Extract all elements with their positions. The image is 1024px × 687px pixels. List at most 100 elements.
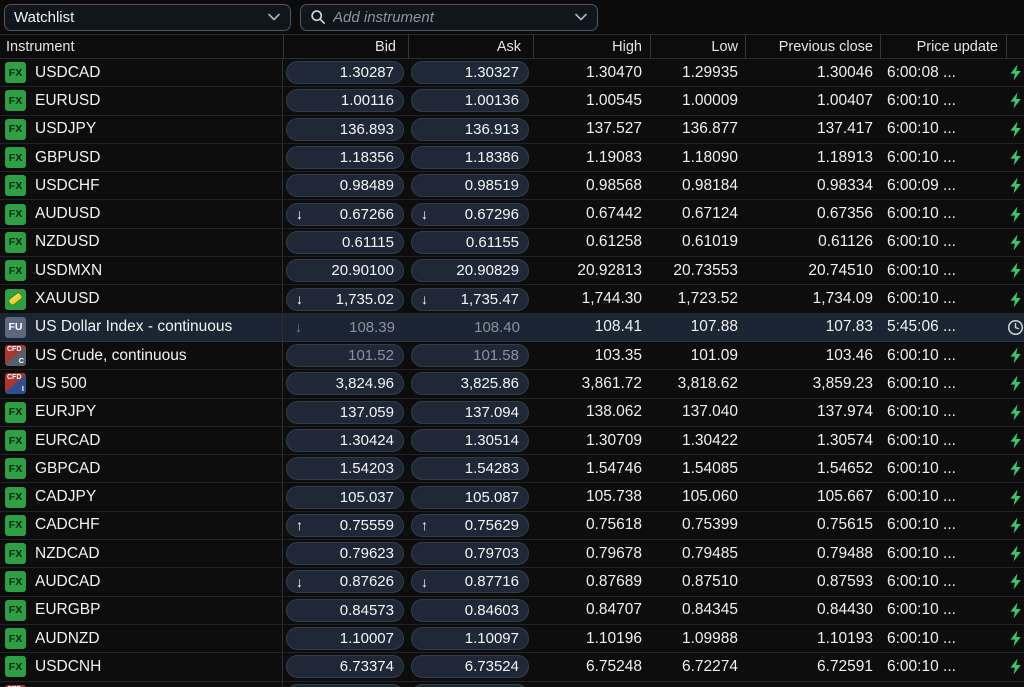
bid-button[interactable]: 137.059	[286, 401, 404, 424]
watchlist-row[interactable]: FXUSDMXN20.9010020.9082920.9281320.73553…	[0, 257, 1024, 285]
bid-button[interactable]: ↓0.87626	[286, 570, 404, 593]
ask-button[interactable]: 6.73524	[411, 655, 529, 678]
ask-value: 1.10097	[465, 630, 519, 647]
price-update-cell: 6:00:10 ...	[880, 483, 1006, 510]
ask-button[interactable]: 20.90829	[411, 259, 529, 282]
watchlist-row[interactable]: FXUSDCHF0.984890.985190.985680.981840.98…	[0, 172, 1024, 200]
ask-button[interactable]: 0.79703	[411, 542, 529, 565]
watchlist-row[interactable]: FXUSDCAD1.302871.303271.304701.299351.30…	[0, 59, 1024, 87]
low-cell: 0.79485	[650, 540, 745, 567]
bid-button[interactable]: ↑0.75559	[286, 514, 404, 537]
bid-button[interactable]: 0.79623	[286, 542, 404, 565]
bid-button[interactable]: 1.30287	[286, 61, 404, 84]
price-update-cell: 6:00:10 ...	[880, 229, 1006, 256]
low-cell: 105.060	[650, 483, 745, 510]
column-header-instrument[interactable]: Instrument	[0, 35, 283, 58]
column-header-price-update[interactable]: Price update	[880, 35, 1006, 58]
watchlist-row[interactable]: FXEURGBP0.845730.846030.847070.843450.84…	[0, 597, 1024, 625]
bid-cell: 136.893	[283, 116, 408, 143]
bid-button[interactable]: 105.037	[286, 486, 404, 509]
ask-button[interactable]: 1.10097	[411, 627, 529, 650]
watchlist-row[interactable]: FXEURCAD1.304241.305141.307091.304221.30…	[0, 427, 1024, 455]
ask-button[interactable]: ↓1,735.47	[411, 288, 529, 311]
add-instrument-search[interactable]	[300, 4, 598, 31]
watchlist-row[interactable]: FXEURJPY137.059137.094138.062137.040137.…	[0, 399, 1024, 427]
column-header-ask[interactable]: Ask	[408, 35, 533, 58]
watchlist-row[interactable]: FXNZDCAD0.796230.797030.796780.794850.79…	[0, 540, 1024, 568]
bid-button[interactable]: 1.18356	[286, 146, 404, 169]
watchlist-row[interactable]: FUUS Dollar Index - continuous↓108.39108…	[0, 314, 1024, 342]
lightning-icon	[1008, 545, 1023, 562]
low-cell: 107.88	[650, 314, 745, 341]
table-header: Instrument Bid Ask High Low Previous clo…	[0, 34, 1024, 59]
ask-button[interactable]: 3,825.86	[411, 372, 529, 395]
bid-button[interactable]: 0.61115	[286, 231, 404, 254]
bid-button[interactable]: 0.84573	[286, 599, 404, 622]
watchlist-row[interactable]: FXGBPUSD1.183561.183861.190831.180901.18…	[0, 144, 1024, 172]
column-header-low[interactable]: Low	[650, 35, 745, 58]
ask-button[interactable]: ↓0.67296	[411, 203, 529, 226]
watchlist-row[interactable]: FXUSDCNH6.733746.735246.752486.722746.72…	[0, 653, 1024, 681]
instrument-cell: FXCADJPY	[0, 483, 283, 510]
ask-value: 136.913	[465, 121, 519, 138]
prev-close-cell: 0.98334	[745, 172, 880, 199]
bid-button[interactable]: 20.90100	[286, 259, 404, 282]
column-header-previous-close[interactable]: Previous close	[745, 35, 880, 58]
watchlist-row[interactable]: FXNZDUSD0.611150.611550.612580.610190.61…	[0, 229, 1024, 257]
high-cell: 0.98568	[533, 172, 650, 199]
add-instrument-input[interactable]	[333, 9, 567, 26]
clock-icon	[1007, 319, 1024, 336]
watchlist-row[interactable]: CFDIUS 5003,824.963,825.863,861.723,818.…	[0, 370, 1024, 398]
bid-button[interactable]: 1.00116	[286, 89, 404, 112]
bid-button[interactable]: 1.54203	[286, 457, 404, 480]
ask-button	[411, 684, 529, 687]
ask-button[interactable]: 1.30327	[411, 61, 529, 84]
ask-value: 0.75629	[465, 517, 519, 534]
high-cell: 108.41	[533, 314, 650, 341]
bid-button[interactable]: 6.73374	[286, 655, 404, 678]
column-header-high[interactable]: High	[533, 35, 650, 58]
column-header-bid[interactable]: Bid	[283, 35, 408, 58]
ask-button[interactable]: 1.30514	[411, 429, 529, 452]
ask-button[interactable]: 105.087	[411, 486, 529, 509]
bid-button[interactable]: 1.10007	[286, 627, 404, 650]
ask-button[interactable]: 0.84603	[411, 599, 529, 622]
watchlist-row[interactable]: FXGBPCAD1.542031.542831.547461.540851.54…	[0, 455, 1024, 483]
ask-button[interactable]: 137.094	[411, 401, 529, 424]
bid-button[interactable]: 101.52	[286, 344, 404, 367]
prev-close-cell: 1.30574	[745, 427, 880, 454]
watchlist-row[interactable]: FXUSDJPY136.893136.913137.527136.877137.…	[0, 116, 1024, 144]
watchlist-row[interactable]: FXAUDNZD1.100071.100971.101961.099881.10…	[0, 625, 1024, 653]
watchlist-row[interactable]: FXAUDCAD↓0.87626↓0.877160.876890.875100.…	[0, 568, 1024, 596]
fx-instrument-icon: FX	[5, 458, 26, 479]
ask-button[interactable]: 1.00136	[411, 89, 529, 112]
watchlist-row[interactable]: FXCADCHF↑0.75559↑0.756290.756180.753990.…	[0, 512, 1024, 540]
prev-close-cell: 0.61126	[745, 229, 880, 256]
ask-button[interactable]: 0.61155	[411, 231, 529, 254]
bid-button[interactable]: ↓1,735.02	[286, 288, 404, 311]
watchlist-dropdown[interactable]: Watchlist	[4, 4, 291, 31]
ask-button[interactable]: 101.58	[411, 344, 529, 367]
watchlist-row[interactable]: FXAUDUSD↓0.67266↓0.672960.674420.671240.…	[0, 200, 1024, 228]
prev-close-cell: 103.46	[745, 342, 880, 369]
watchlist-row[interactable]: CFDCUS Crude, continuous101.52101.58103.…	[0, 342, 1024, 370]
watchlist-row[interactable]: FXEURUSD1.001161.001361.005451.000091.00…	[0, 87, 1024, 115]
ask-button[interactable]: 136.913	[411, 118, 529, 141]
ask-button[interactable]: ↓0.87716	[411, 570, 529, 593]
watchlist-row[interactable]: FXCADJPY105.037105.087105.738105.060105.…	[0, 483, 1024, 511]
bid-button[interactable]: ↓0.67266	[286, 203, 404, 226]
ask-button[interactable]: 1.54283	[411, 457, 529, 480]
bid-button[interactable]: 0.98489	[286, 174, 404, 197]
ask-value: 108.40	[474, 319, 520, 336]
instrument-cell: FUUS Dollar Index - continuous	[0, 314, 283, 341]
watchlist-row[interactable]: XAUUSD↓1,735.02↓1,735.471,744.301,723.52…	[0, 285, 1024, 313]
ask-button[interactable]: 0.98519	[411, 174, 529, 197]
price-update-cell: 6:00:10 ...	[880, 455, 1006, 482]
ask-button[interactable]: 1.18386	[411, 146, 529, 169]
prev-close-cell: 6.72591	[745, 653, 880, 680]
bid-button[interactable]: 1.30424	[286, 429, 404, 452]
bid-button[interactable]: 136.893	[286, 118, 404, 141]
down-arrow-icon: ↓	[296, 292, 303, 306]
bid-button[interactable]: 3,824.96	[286, 372, 404, 395]
ask-button[interactable]: ↑0.75629	[411, 514, 529, 537]
